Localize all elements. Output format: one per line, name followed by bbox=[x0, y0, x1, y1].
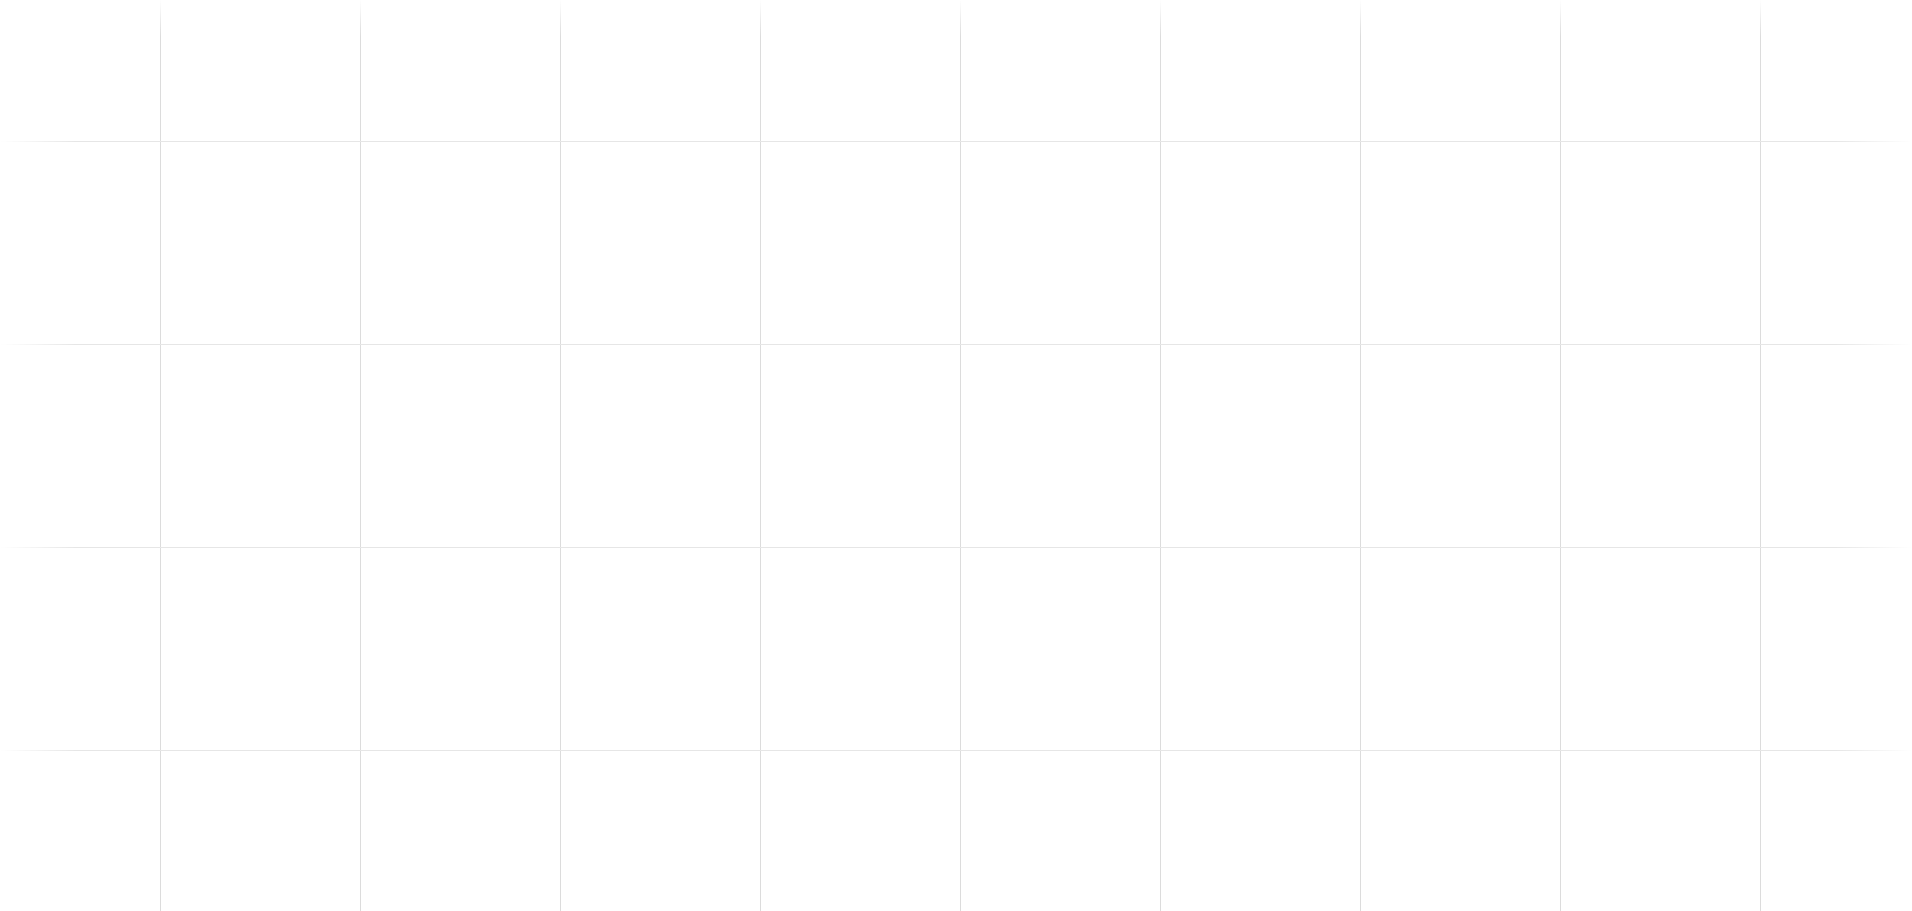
grid-line-vertical bbox=[760, 0, 761, 911]
grid-line-horizontal bbox=[0, 141, 1912, 142]
grid-line-vertical bbox=[360, 0, 361, 911]
grid-line-vertical bbox=[1560, 0, 1561, 911]
grid-line-vertical bbox=[1760, 0, 1761, 911]
grid-line-horizontal bbox=[0, 750, 1912, 751]
grid-line-vertical bbox=[560, 0, 561, 911]
grid-line-vertical bbox=[1360, 0, 1361, 911]
grid-line-vertical bbox=[960, 0, 961, 911]
grid-line-vertical bbox=[160, 0, 161, 911]
grid-line-vertical bbox=[1160, 0, 1161, 911]
grid-line-horizontal bbox=[0, 547, 1912, 548]
grid-line-horizontal bbox=[0, 344, 1912, 345]
